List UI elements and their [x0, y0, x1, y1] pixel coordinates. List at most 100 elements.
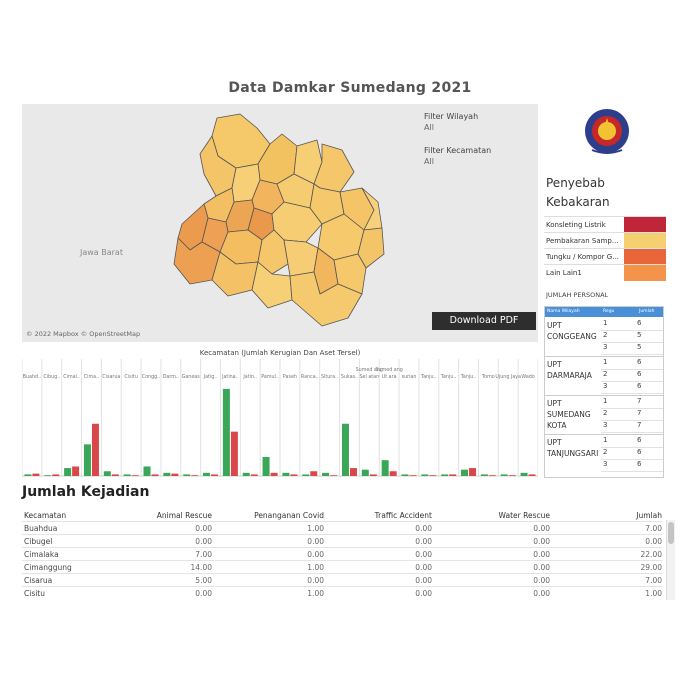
column-header[interactable]: Water Rescue — [498, 511, 550, 520]
table-row[interactable]: Cibugel 0.00 0.00 0.00 0.00 0.00 — [22, 534, 662, 548]
table-row[interactable]: Cimalaka 7.00 0.00 0.00 0.00 22.00 — [22, 547, 662, 561]
chart-bar[interactable] — [211, 474, 219, 476]
chart-bar[interactable] — [500, 474, 508, 476]
column-header[interactable]: Traffic Accident — [374, 511, 432, 520]
chart-bar[interactable] — [270, 472, 278, 476]
table-cell-value: 29.00 — [640, 563, 662, 572]
chart-bar[interactable] — [151, 474, 159, 476]
chart-canvas[interactable]: Buahd.. Cibug.. Cimal.. Cima.. Cisarua Cisitu… — [21, 359, 539, 478]
chart-bar[interactable] — [191, 475, 199, 477]
personal-regu: 1 — [603, 397, 608, 405]
column-header[interactable]: Animal Rescue — [156, 511, 212, 520]
chart-bar[interactable] — [401, 474, 409, 476]
chart-bar[interactable] — [290, 474, 298, 476]
chart-bar[interactable] — [361, 469, 369, 476]
chart-bar[interactable] — [171, 473, 179, 476]
chart-bar[interactable] — [480, 474, 488, 476]
chart-bar[interactable] — [222, 388, 230, 476]
chart-bar[interactable] — [72, 466, 80, 477]
table-row[interactable]: Cisitu 0.00 1.00 0.00 0.00 1.00 — [22, 586, 662, 600]
chart-bar[interactable] — [369, 474, 377, 476]
chart-bar[interactable] — [203, 472, 211, 476]
legend-label: Pembakaran Samp... — [546, 237, 619, 245]
chart-bar[interactable] — [449, 474, 457, 476]
table-row[interactable]: Cisarua 5.00 0.00 0.00 0.00 7.00 — [22, 573, 662, 587]
table-row[interactable]: Cimanggung 14.00 1.00 0.00 0.00 29.00 — [22, 560, 662, 574]
legend-item[interactable]: Tungku / Kompor G... — [544, 248, 666, 265]
legend-item[interactable]: Pembakaran Samp... — [544, 232, 666, 249]
column-header[interactable]: Jumlah — [636, 511, 662, 520]
chart-bar[interactable] — [282, 472, 290, 476]
chart-bar[interactable] — [421, 474, 429, 476]
chart-bar[interactable] — [341, 423, 349, 476]
legend-item[interactable]: Konsleting Listrik — [544, 216, 666, 233]
column-header[interactable]: Penanganan Covid — [254, 511, 324, 520]
chart-bar[interactable] — [381, 460, 389, 476]
group-separator — [545, 395, 663, 396]
chart-bar[interactable] — [64, 468, 72, 476]
chart-bar[interactable] — [83, 444, 91, 476]
chart-category-label: Tanju.. — [420, 374, 437, 380]
chart-bar[interactable] — [91, 423, 99, 476]
filter-kecamatan[interactable]: Filter Kecamatan All — [424, 146, 491, 166]
chart-bar[interactable] — [488, 475, 496, 477]
chart-bar[interactable] — [103, 471, 111, 476]
personal-group-name: UPT TANJUNGSARI — [547, 438, 599, 458]
chart-bar[interactable] — [44, 475, 52, 477]
chart-bar[interactable] — [111, 474, 119, 476]
chart-bar[interactable] — [24, 474, 32, 476]
legend-item[interactable]: Lain Lain1 — [544, 264, 666, 281]
chart-bar[interactable] — [322, 472, 330, 476]
scrollbar-thumb[interactable] — [668, 522, 674, 544]
chart-bar[interactable] — [469, 468, 477, 476]
chart-bar[interactable] — [183, 474, 191, 476]
table-cell-value: 0.00 — [645, 537, 662, 546]
chart-bar[interactable] — [250, 474, 258, 476]
chart-bar[interactable] — [508, 475, 516, 477]
chart-category-label: Tanju.. — [460, 374, 477, 380]
chart-bar[interactable] — [242, 472, 250, 476]
header-nama-wilayah: Nama Wilayah — [547, 309, 580, 314]
chart-bar[interactable] — [528, 474, 536, 476]
choropleth-map[interactable]: Jawa Barat © 2022 Mapbox © OpenStreetMap… — [22, 104, 538, 342]
kecamatan-bar-chart[interactable]: Buahd.. Cibug.. Cimal.. Cima.. Cisarua Cisitu… — [21, 359, 539, 478]
chart-bar[interactable] — [163, 472, 171, 476]
table-scrollbar[interactable] — [666, 520, 675, 600]
filter-kecamatan-value[interactable]: All — [424, 157, 434, 166]
chart-bar[interactable] — [389, 471, 397, 476]
filter-wilayah-value[interactable]: All — [424, 123, 434, 132]
filter-kecamatan-label: Filter Kecamatan — [424, 146, 492, 155]
damkar-logo — [582, 106, 632, 156]
table-cell-value: 0.00 — [533, 563, 550, 572]
table-row[interactable]: Buahdua 0.00 1.00 0.00 0.00 7.00 — [22, 521, 662, 535]
map-canvas[interactable] — [22, 104, 538, 342]
chart-bar[interactable] — [32, 473, 40, 476]
chart-bar[interactable] — [262, 457, 270, 476]
chart-bar[interactable] — [349, 468, 357, 476]
chart-bar[interactable] — [429, 475, 437, 477]
chart-bar[interactable] — [123, 474, 131, 476]
column-header[interactable]: Kecamatan — [24, 511, 67, 520]
chart-bar[interactable] — [143, 466, 151, 477]
table-cell-value: 1.00 — [645, 589, 662, 598]
chart-bar[interactable] — [131, 475, 139, 477]
chart-bar[interactable] — [409, 475, 417, 477]
chart-bar[interactable] — [441, 474, 449, 476]
chart-bar[interactable] — [310, 471, 318, 476]
personal-row-line — [601, 393, 663, 394]
chart-bar[interactable] — [52, 474, 60, 476]
chart-bar[interactable] — [520, 472, 528, 476]
personal-group-name: UPT DARMARAJA — [547, 360, 592, 380]
download-pdf-button[interactable]: Download PDF — [432, 312, 536, 330]
chart-bar[interactable] — [230, 431, 238, 476]
jumlah-kejadian-table[interactable]: Kecamatan Animal Rescue Penanganan Covid Tr… — [22, 508, 667, 598]
penyebab-title: Penyebab Kebakaran — [546, 176, 610, 209]
chart-bar[interactable] — [461, 469, 469, 476]
chart-bar[interactable] — [330, 475, 338, 477]
personal-row-line — [601, 432, 663, 433]
personal-regu: 2 — [603, 409, 608, 417]
map-attribution[interactable]: © 2022 Mapbox © OpenStreetMap — [26, 330, 141, 338]
filter-wilayah[interactable]: Filter Wilayah All — [424, 112, 478, 132]
personal-table[interactable]: Nama Wilayah Regu Jumlah UPT CONGGEANG 1 6… — [544, 306, 664, 478]
chart-bar[interactable] — [302, 474, 310, 476]
